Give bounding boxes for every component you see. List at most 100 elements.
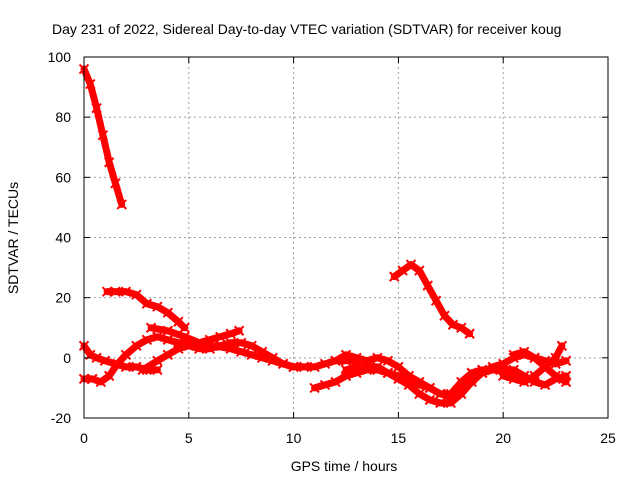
data-point <box>403 379 415 391</box>
data-point <box>97 130 109 141</box>
data-point <box>518 346 530 358</box>
series-line <box>468 366 570 389</box>
data-point <box>145 322 157 333</box>
data-point <box>529 370 540 382</box>
data-point <box>424 382 436 394</box>
data-point <box>152 364 163 376</box>
data-point <box>225 343 236 355</box>
data-point <box>340 364 352 376</box>
data-point <box>393 373 404 385</box>
series-layer <box>78 63 572 409</box>
data-point <box>103 370 115 382</box>
data-point <box>225 328 236 339</box>
data-point <box>560 355 572 367</box>
data-point <box>424 394 436 406</box>
data-point <box>550 352 561 364</box>
data-point <box>112 358 123 370</box>
data-point <box>120 349 132 361</box>
data-point <box>110 178 121 189</box>
data-point <box>99 355 111 367</box>
series-track-10 <box>389 259 475 339</box>
data-point <box>456 388 467 400</box>
data-point <box>116 199 127 210</box>
data-point <box>233 325 245 336</box>
data-point <box>550 370 561 382</box>
data-point <box>179 322 190 333</box>
data-point <box>361 361 373 373</box>
data-point <box>309 382 320 394</box>
data-point <box>235 346 247 358</box>
data-point <box>539 379 551 391</box>
data-point <box>389 271 400 282</box>
series-track-11 <box>466 364 572 391</box>
data-point <box>91 352 102 364</box>
data-point <box>435 388 446 400</box>
data-point <box>422 280 433 291</box>
data-point <box>464 328 475 339</box>
y-axis-label: SDTVAR / TECUs <box>5 182 21 294</box>
data-point <box>330 355 341 367</box>
data-point <box>162 325 174 336</box>
data-point <box>309 361 320 373</box>
x-tick-label: 15 <box>391 430 407 446</box>
data-point <box>414 376 425 388</box>
data-point <box>246 349 257 361</box>
data-point <box>466 376 477 388</box>
data-point <box>215 331 226 342</box>
ticks: 0 5 10 15 20 25 -20 0 20 40 60 80 100 <box>48 49 616 446</box>
data-point <box>277 358 289 370</box>
data-point <box>141 298 153 309</box>
data-point <box>101 286 113 297</box>
data-point <box>131 340 142 352</box>
data-point <box>382 355 394 367</box>
data-point <box>497 358 509 370</box>
y-tick-label: 80 <box>55 109 71 125</box>
data-point <box>403 370 415 382</box>
data-point <box>439 310 450 321</box>
data-point <box>556 340 568 352</box>
x-tick-label: 20 <box>495 430 511 446</box>
y-tick-label: 20 <box>55 290 71 306</box>
data-point <box>152 331 163 342</box>
data-point <box>85 78 96 90</box>
data-point <box>430 295 442 306</box>
x-tick-label: 5 <box>185 430 193 446</box>
data-point <box>508 364 519 376</box>
data-point <box>246 340 257 352</box>
data-point <box>288 361 299 373</box>
data-point <box>351 352 362 364</box>
y-tick-label: -20 <box>51 410 71 426</box>
data-point <box>319 358 331 370</box>
data-point <box>173 343 184 355</box>
data-point <box>298 361 310 373</box>
series-track-2 <box>101 286 190 333</box>
data-point <box>382 367 394 379</box>
data-point <box>267 355 278 367</box>
x-tick-label: 25 <box>600 430 616 446</box>
data-point <box>340 349 352 361</box>
data-point <box>539 361 551 373</box>
x-tick-label: 0 <box>80 430 88 446</box>
data-point <box>414 265 425 276</box>
data-point <box>152 301 163 312</box>
data-point <box>194 337 205 348</box>
data-point <box>330 376 341 388</box>
data-point <box>235 337 247 348</box>
data-point <box>397 265 408 276</box>
data-point <box>256 352 268 364</box>
data-point <box>560 376 572 388</box>
data-point <box>445 397 457 409</box>
data-point <box>487 361 498 373</box>
data-point <box>120 361 132 373</box>
data-point <box>137 364 148 376</box>
data-point <box>131 289 142 300</box>
y-tick-label: 40 <box>55 230 71 246</box>
series-track-1 <box>78 63 127 210</box>
data-point <box>208 340 220 352</box>
data-point <box>87 373 98 385</box>
data-point <box>529 352 540 364</box>
series-track-6 <box>145 322 310 373</box>
series-track-13 <box>497 340 568 388</box>
data-point <box>162 307 174 318</box>
